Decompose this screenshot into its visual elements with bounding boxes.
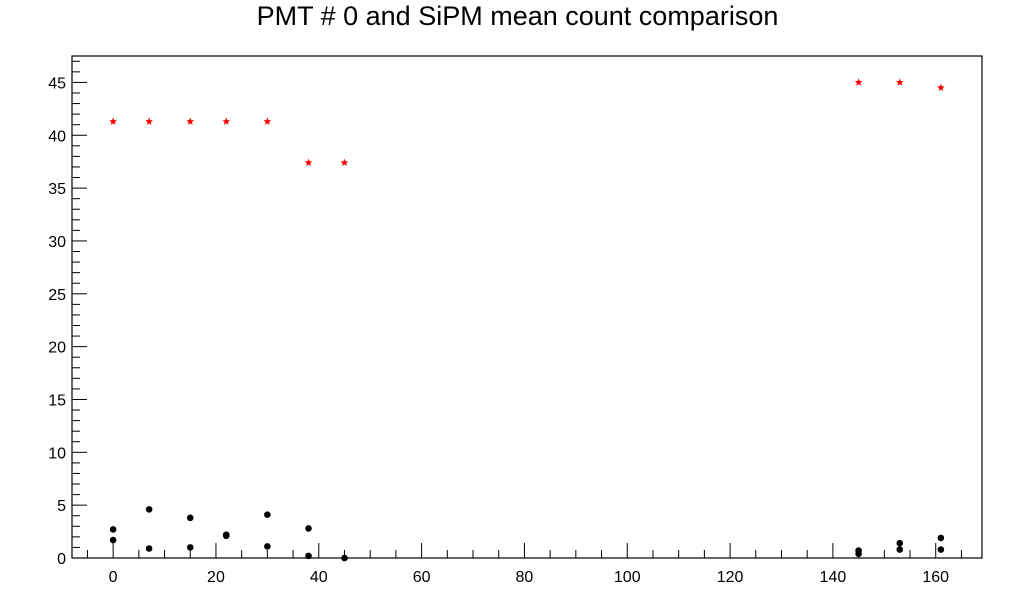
x-tick-label: 100 — [614, 569, 641, 586]
ticks-layer: 0 20 40 60 80 100 120 140 160 0 5 10 15 20 25 30 35 40 45 — [48, 60, 962, 586]
star-point — [263, 117, 272, 125]
star-point — [109, 117, 117, 125]
x-tick-label: 20 — [207, 569, 225, 586]
star-point — [145, 117, 153, 125]
star-point — [895, 78, 904, 86]
series-layer — [109, 78, 945, 562]
x-tick-label: 60 — [413, 569, 431, 586]
x-tick-label: 160 — [922, 569, 949, 586]
star-point — [854, 78, 863, 86]
y-tick-label: 35 — [48, 181, 66, 198]
axes-layer — [71, 55, 983, 559]
star-point — [937, 83, 945, 91]
series-2 — [109, 506, 945, 562]
x-tick-label: 40 — [310, 569, 328, 586]
circle-point — [186, 514, 194, 522]
star-point — [304, 158, 313, 166]
y-tick-label: 15 — [48, 392, 66, 409]
y-tick-label: 10 — [48, 445, 66, 462]
circle-point — [937, 534, 945, 542]
x-tick-label: 0 — [109, 569, 118, 586]
x-tick-label: 80 — [516, 569, 534, 586]
plot-frame — [71, 55, 983, 559]
circle-point — [109, 526, 117, 533]
star-point — [340, 158, 349, 166]
y-tick-label: 30 — [48, 234, 66, 251]
x-tick-label: 140 — [820, 569, 847, 586]
circle-point — [341, 554, 348, 562]
circle-point — [896, 546, 904, 553]
circle-point — [855, 550, 862, 558]
y-tick-label: 0 — [57, 551, 66, 568]
x-tick-label: 120 — [717, 569, 744, 586]
circle-point — [264, 543, 271, 550]
y-tick-label: 25 — [48, 287, 66, 304]
circle-point — [937, 546, 945, 553]
circle-point — [305, 552, 312, 560]
circle-point — [896, 539, 904, 547]
series-1 — [109, 78, 945, 166]
circle-point — [222, 532, 230, 540]
y-tick-label: 40 — [48, 128, 66, 145]
star-point — [222, 117, 231, 125]
y-tick-label: 5 — [57, 498, 66, 515]
chart-title: PMT # 0 and SiPM mean count comparison — [256, 1, 779, 31]
circle-point — [145, 545, 153, 552]
y-tick-label: 20 — [48, 340, 66, 357]
circle-point — [145, 506, 153, 513]
circle-point — [305, 525, 312, 532]
circle-point — [186, 544, 194, 551]
y-tick-label: 45 — [48, 75, 66, 92]
star-point — [186, 117, 195, 125]
circle-point — [109, 536, 117, 544]
circle-point — [264, 511, 271, 518]
